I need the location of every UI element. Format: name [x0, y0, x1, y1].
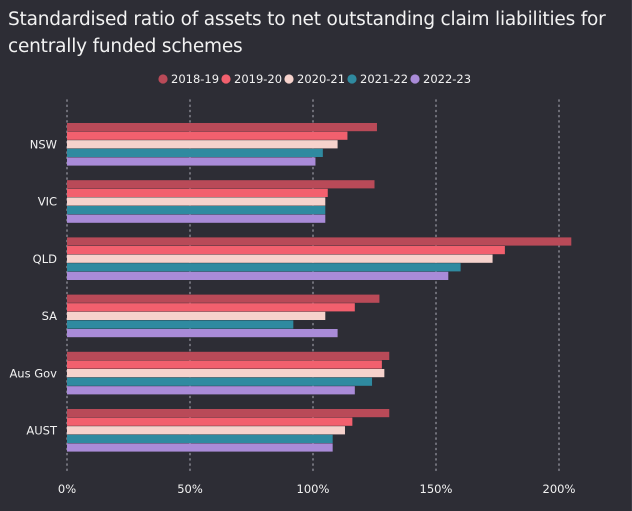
bar-sa-2019-20[interactable] — [67, 303, 355, 312]
bar-nsw-2022-23[interactable] — [67, 157, 316, 166]
legend-marker-2022-23 — [410, 74, 420, 84]
legend-label-2018-19: 2018-19 — [171, 72, 219, 86]
bar-nsw-2020-21[interactable] — [67, 140, 338, 149]
x-tick-label-100: 100% — [297, 482, 330, 496]
category-axis: NSW VIC QLD SA Aus Gov AUST — [9, 138, 58, 438]
bar-sa-2018-19[interactable] — [67, 294, 380, 303]
bar-aus-gov-2022-23[interactable] — [67, 386, 355, 395]
x-tick-label-0: 0% — [58, 482, 76, 496]
bar-aust-2022-23[interactable] — [67, 443, 333, 452]
bar-group-vic — [67, 180, 375, 223]
legend-label-2022-23: 2022-23 — [423, 72, 471, 86]
bar-vic-2018-19[interactable] — [67, 180, 375, 189]
bar-aus-gov-2020-21[interactable] — [67, 369, 385, 378]
legend-item-2020-21[interactable]: 2020-21 — [284, 72, 345, 86]
bar-qld-2021-22[interactable] — [67, 263, 461, 272]
bar-aust-2018-19[interactable] — [67, 409, 390, 418]
bar-qld-2022-23[interactable] — [67, 271, 449, 280]
legend-marker-2019-20 — [221, 74, 231, 84]
legend-marker-2020-21 — [284, 74, 294, 84]
bar-nsw-2021-22[interactable] — [67, 148, 323, 157]
bar-group-sa — [67, 294, 380, 338]
bar-nsw-2019-20[interactable] — [67, 131, 348, 140]
legend-label-2021-22: 2021-22 — [360, 72, 408, 86]
bar-vic-2022-23[interactable] — [67, 214, 326, 223]
bar-vic-2021-22[interactable] — [67, 206, 326, 215]
bar-sa-2021-22[interactable] — [67, 320, 294, 329]
bar-group-nsw — [67, 123, 377, 166]
legend-label-2020-21: 2020-21 — [297, 72, 345, 86]
bar-aust-2019-20[interactable] — [67, 417, 353, 426]
legend-marker-2018-19 — [158, 74, 168, 84]
bar-vic-2020-21[interactable] — [67, 197, 326, 206]
bar-qld-2020-21[interactable] — [67, 254, 493, 263]
x-tick-label-200: 200% — [543, 482, 576, 496]
legend[interactable]: 2018-19 2019-20 2020-21 2021-22 2022-23 — [158, 72, 471, 86]
bar-group-aus-gov — [67, 351, 390, 395]
x-tick-label-150: 150% — [420, 482, 453, 496]
category-label-vic: VIC — [38, 195, 57, 209]
bar-group-aust — [67, 409, 390, 452]
legend-marker-2021-22 — [347, 74, 357, 84]
category-label-qld: QLD — [33, 252, 57, 266]
bar-aust-2020-21[interactable] — [67, 426, 345, 435]
bar-aust-2021-22[interactable] — [67, 434, 333, 443]
legend-item-2019-20[interactable]: 2019-20 — [221, 72, 282, 86]
bars — [67, 123, 572, 452]
bar-aus-gov-2019-20[interactable] — [67, 360, 382, 369]
category-label-aus-gov: Aus Gov — [9, 366, 57, 380]
bar-sa-2022-23[interactable] — [67, 329, 338, 338]
value-axis: 0% 50% 100% 150% 200% — [58, 482, 576, 496]
bar-group-qld — [67, 237, 572, 280]
legend-item-2021-22[interactable]: 2021-22 — [347, 72, 408, 86]
legend-item-2018-19[interactable]: 2018-19 — [158, 72, 219, 86]
legend-item-2022-23[interactable]: 2022-23 — [410, 72, 471, 86]
category-label-nsw: NSW — [30, 138, 57, 152]
chart-title: Standardised ratio of assets to net outs… — [8, 9, 606, 57]
category-label-sa: SA — [42, 309, 58, 323]
bar-aus-gov-2018-19[interactable] — [67, 351, 390, 360]
bar-qld-2018-19[interactable] — [67, 237, 572, 246]
bar-vic-2019-20[interactable] — [67, 188, 328, 197]
bar-sa-2020-21[interactable] — [67, 311, 326, 320]
bar-aus-gov-2021-22[interactable] — [67, 377, 373, 386]
x-tick-label-50: 50% — [177, 482, 203, 496]
bar-qld-2019-20[interactable] — [67, 246, 505, 255]
legend-label-2019-20: 2019-20 — [234, 72, 282, 86]
category-label-aust: AUST — [26, 424, 58, 438]
bar-nsw-2018-19[interactable] — [67, 123, 377, 132]
